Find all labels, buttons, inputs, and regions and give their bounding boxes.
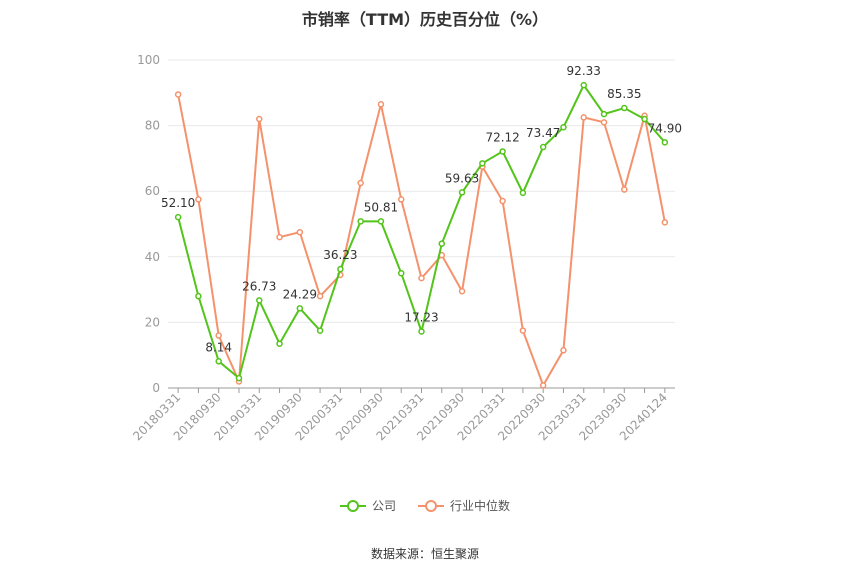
data-point-industry-median[interactable] [600,119,608,126]
data-point-company[interactable] [256,297,263,304]
data-label: 36.23 [323,248,357,262]
data-point-company[interactable] [560,123,567,131]
data-source: 数据来源：恒生聚源 [370,547,479,561]
legend-label-company: 公司 [371,499,396,513]
data-label: 59.63 [445,171,479,185]
data-point-company[interactable] [661,139,669,146]
data-point-company[interactable] [539,143,547,151]
data-point-company[interactable] [580,81,587,89]
data-label: 8.14 [205,340,232,354]
legend-swatch-industry-median [418,499,444,512]
data-point-industry-median[interactable] [560,347,567,354]
data-point-industry-median[interactable] [661,219,669,226]
data-point-industry-median[interactable] [195,196,202,203]
data-point-industry-median[interactable] [215,332,222,339]
data-point-company[interactable] [357,218,364,225]
data-point-industry-median[interactable] [357,179,364,187]
data-point-company[interactable] [195,292,202,300]
legend-swatch-company [339,499,366,512]
y-tick-label: 40 [145,250,160,264]
data-point-industry-median[interactable] [458,287,466,295]
data-point-industry-median[interactable] [519,327,527,334]
legend-item-industry-median[interactable]: 行业中位数 [418,497,510,514]
data-point-company[interactable] [397,269,405,277]
data-point-company[interactable] [337,265,344,273]
data-point-company[interactable] [479,160,486,167]
data-point-industry-median[interactable] [174,91,182,98]
data-point-company[interactable] [235,374,243,382]
y-tick-label: 20 [145,315,160,329]
data-point-company[interactable] [418,328,425,335]
data-point-company[interactable] [641,115,648,123]
data-point-company[interactable] [458,189,466,196]
y-tick-label: 100 [137,53,160,67]
data-point-industry-median[interactable] [539,382,547,389]
data-point-company[interactable] [174,213,182,221]
data-label: 72.12 [485,130,519,144]
data-point-company[interactable] [438,240,446,247]
data-point-industry-median[interactable] [377,101,385,108]
data-point-industry-median[interactable] [418,274,425,282]
data-label: 17.23 [404,310,438,324]
data-label: 85.35 [607,87,641,101]
data-label: 50.81 [364,200,398,214]
data-point-industry-median[interactable] [256,115,263,123]
data-point-industry-median[interactable] [580,114,587,121]
data-point-industry-median[interactable] [276,233,283,241]
data-point-company[interactable] [600,110,608,118]
data-point-industry-median[interactable] [397,196,405,203]
data-label: 52.10 [161,196,195,210]
data-point-company[interactable] [621,104,628,112]
series-line-industry-median [177,94,666,388]
data-label: 73.47 [526,126,560,140]
data-point-company[interactable] [215,358,222,365]
data-point-industry-median[interactable] [621,186,628,193]
data-point-industry-median[interactable] [499,197,506,205]
chart-legend: 公司 行业中位数 [0,497,850,514]
legend-label-industry-median: 行业中位数 [450,499,511,513]
y-tick-label: 60 [145,184,160,198]
y-tick-label: 80 [145,119,160,133]
data-point-company[interactable] [499,148,506,155]
data-point-company[interactable] [519,189,527,197]
data-label: 24.29 [283,287,317,301]
data-label: 74.90 [648,121,682,135]
chart-title: 市销率（TTM）历史百分位（%） [301,10,549,29]
y-tick-label: 0 [152,381,160,395]
data-point-company[interactable] [276,340,283,347]
legend-item-company[interactable]: 公司 [339,497,396,514]
data-point-industry-median[interactable] [316,292,324,300]
data-point-company[interactable] [377,218,385,225]
data-label: 92.33 [567,64,601,78]
data-point-company[interactable] [296,305,304,312]
data-label: 26.73 [242,279,276,293]
data-point-company[interactable] [316,327,324,334]
data-point-industry-median[interactable] [296,228,304,236]
